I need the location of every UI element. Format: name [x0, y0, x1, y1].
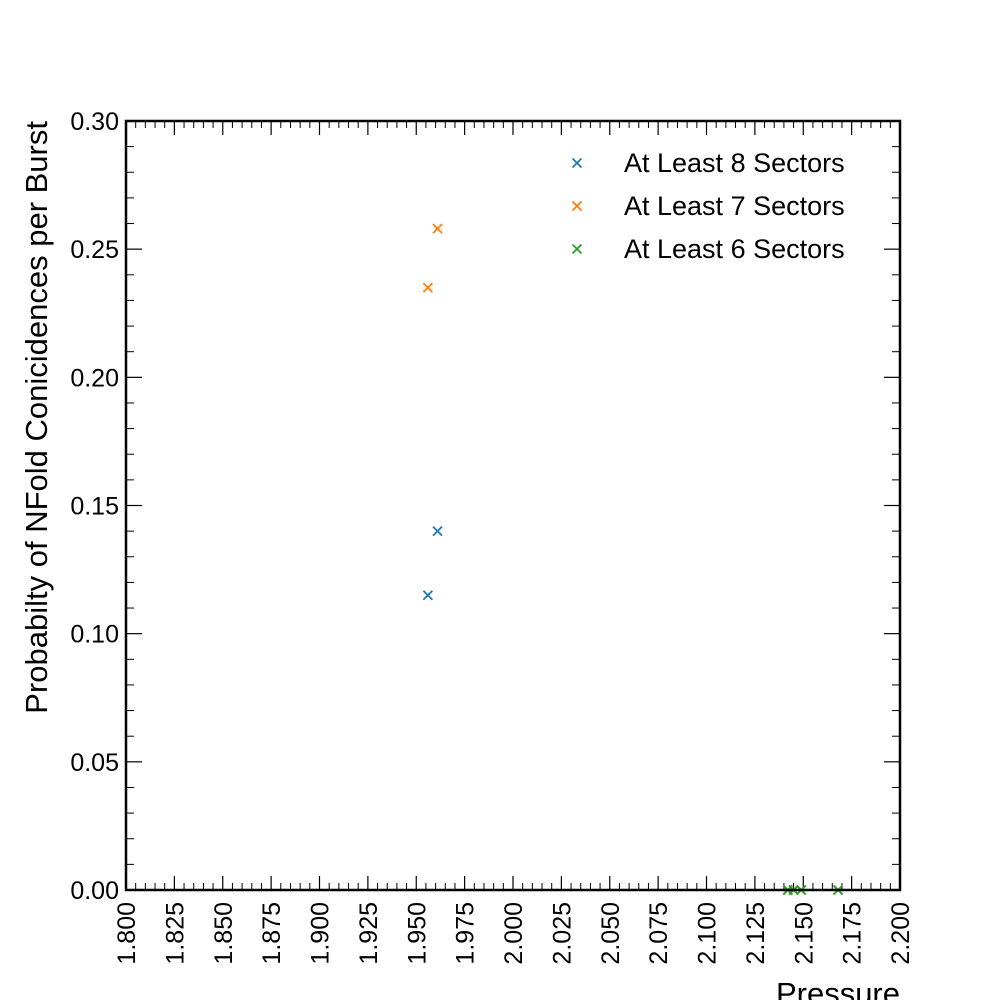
series-1 [422, 525, 844, 896]
y-tick-label: 0.20 [70, 364, 119, 392]
x-tick-label: 1.850 [210, 902, 238, 965]
marker-stroke [422, 282, 433, 293]
marker-stroke [571, 200, 583, 212]
x-tick-label: 2.125 [742, 902, 770, 965]
y-tick-labels: 0.00 0.05 0.10 0.15 0.20 0.25 0.30 [70, 108, 119, 905]
x-tick-label: 2.075 [645, 902, 673, 965]
marker-stroke [432, 223, 443, 234]
x-tick-labels: 1.800 1.825 1.850 1.875 1.900 1.925 1.950 1.975… [113, 902, 915, 965]
marker-stroke [571, 243, 583, 255]
y-tick-label: 0.30 [70, 108, 119, 136]
x-tick-label: 2.025 [548, 902, 576, 965]
data-markers [422, 223, 844, 896]
y-tick-label: 0.00 [70, 877, 119, 905]
x-tick-label: 1.800 [113, 902, 141, 965]
legend: At Least 8 Sectors At Least 7 Sectors At L… [571, 148, 845, 264]
x-tick-label: 2.100 [694, 902, 722, 965]
x-tick-label: 2.150 [790, 902, 818, 965]
y-tick-label: 0.15 [70, 493, 119, 521]
series-2 [422, 223, 844, 896]
legend-item: At Least 8 Sectors [571, 148, 845, 178]
data-point [432, 223, 443, 234]
x-tick-label: 1.825 [161, 902, 189, 965]
x-tick-label: 2.200 [887, 902, 915, 965]
legend-marker [571, 200, 583, 212]
legend-label: At Least 8 Sectors [624, 148, 845, 178]
x-tick-label: 1.950 [403, 902, 431, 965]
y-tick-label: 0.05 [70, 749, 119, 777]
data-point [432, 525, 443, 537]
marker-stroke [432, 525, 443, 537]
x-tick-label: 1.925 [355, 902, 383, 965]
x-tick-label: 1.900 [307, 902, 335, 965]
legend-item: At Least 7 Sectors [571, 191, 845, 221]
y-axis-label: Probabilty of NFold Conicidences per Bur… [19, 121, 54, 714]
data-point [422, 590, 433, 601]
legend-marker [571, 157, 583, 169]
marker-stroke [422, 590, 433, 601]
x-tick-label: 2.050 [597, 902, 625, 965]
x-axis-label: Pressure [776, 976, 900, 1000]
legend-label: At Least 6 Sectors [624, 234, 845, 264]
marker-stroke [571, 157, 583, 169]
legend-item: At Least 6 Sectors [571, 234, 845, 264]
legend-label: At Least 7 Sectors [624, 191, 845, 221]
y-tick-label: 0.10 [70, 621, 119, 649]
y-tick-label: 0.25 [70, 236, 119, 264]
data-point [422, 282, 433, 293]
plot-frame [124, 119, 902, 892]
legend-marker [571, 243, 583, 255]
x-tick-label: 1.975 [452, 902, 480, 965]
x-tick-label: 2.000 [500, 902, 528, 965]
x-tick-label: 2.175 [839, 902, 867, 965]
x-tick-label: 1.875 [258, 902, 286, 965]
